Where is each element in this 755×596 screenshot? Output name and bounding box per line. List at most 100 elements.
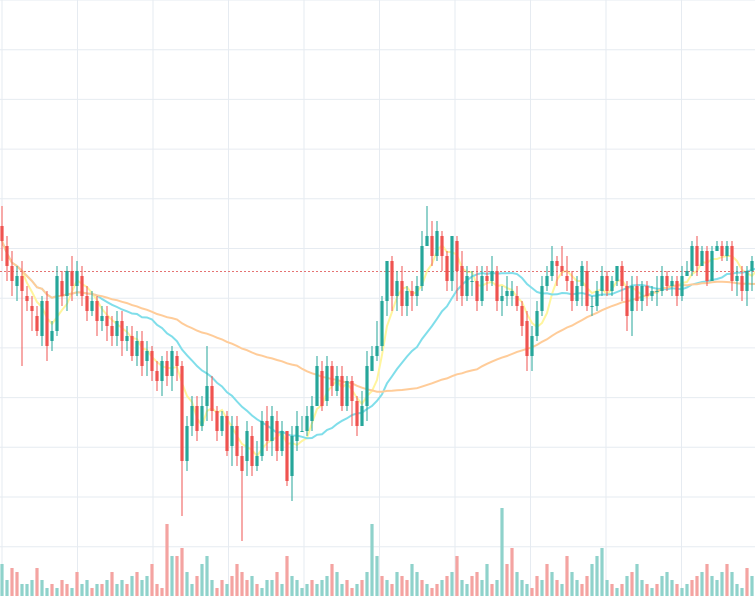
volume-bar: [110, 572, 114, 596]
volume-bar: [225, 584, 229, 596]
candle-body: [545, 276, 549, 286]
candle: [330, 361, 334, 396]
candle-body: [305, 416, 309, 431]
candle: [115, 311, 119, 346]
candle: [300, 416, 304, 432]
volume-bar: [140, 580, 144, 596]
volume-bar: [460, 580, 464, 596]
candle-body: [125, 336, 129, 341]
candle-body: [130, 336, 134, 356]
volume-bar: [195, 576, 199, 596]
candle: [220, 411, 224, 436]
candle-body: [670, 281, 674, 286]
candle-body: [390, 261, 394, 296]
candle: [345, 376, 349, 411]
candle: [45, 291, 49, 361]
volume-bar: [700, 572, 704, 596]
volume-bar: [695, 576, 699, 596]
candle-body: [345, 381, 349, 406]
candle-body: [55, 276, 59, 331]
candle-body: [595, 291, 599, 306]
volume-bar: [680, 588, 684, 596]
volume-bar: [470, 576, 474, 596]
volume-bar: [65, 584, 69, 596]
volume-bar: [220, 580, 224, 596]
candle: [95, 296, 99, 336]
candle-body: [330, 366, 334, 386]
candle: [615, 266, 619, 286]
candle: [635, 276, 639, 311]
candle-body: [705, 251, 709, 281]
volume-bar: [725, 564, 729, 596]
candle: [425, 206, 429, 246]
candle-body: [70, 271, 74, 286]
candle: [5, 236, 9, 281]
volume-bar: [340, 584, 344, 596]
candle-body: [440, 236, 444, 256]
candle: [355, 396, 359, 436]
candle-body: [660, 276, 664, 291]
candle-body: [35, 316, 39, 331]
candle: [185, 416, 189, 471]
volume-bar: [40, 580, 44, 596]
candle: [730, 241, 734, 291]
volume-bar: [665, 572, 669, 596]
candle: [460, 251, 464, 306]
volume-bar: [645, 584, 649, 596]
candle-body: [570, 281, 574, 301]
candle: [535, 301, 539, 341]
candle-body: [340, 376, 344, 406]
volume-bar: [480, 580, 484, 596]
volume-bar: [595, 556, 599, 596]
candle-body: [565, 276, 569, 281]
volume-bar: [310, 580, 314, 596]
candle-body: [425, 236, 429, 246]
candle-body: [640, 286, 644, 301]
candle-body: [515, 296, 519, 306]
candle: [125, 326, 129, 351]
candle: [235, 416, 239, 466]
candle: [600, 266, 604, 296]
candle: [50, 321, 54, 351]
volume-bar: [15, 572, 19, 596]
candle-body: [260, 421, 264, 456]
volume-bar: [30, 580, 34, 596]
candle: [685, 261, 689, 276]
candle: [660, 266, 664, 296]
volume-bar: [620, 584, 624, 596]
volume-bar: [70, 588, 74, 596]
volume-bar: [535, 576, 539, 596]
candle-body: [210, 386, 214, 411]
candle-body: [410, 291, 414, 296]
candle-body: [185, 426, 189, 461]
volume-bar: [720, 572, 724, 596]
volume-bar: [495, 580, 499, 596]
candle: [165, 351, 169, 386]
candle-body: [385, 261, 389, 301]
candle-body: [575, 286, 579, 301]
candle: [480, 266, 484, 306]
candle-body: [295, 426, 299, 441]
candle-body: [175, 356, 179, 366]
candle: [375, 321, 379, 361]
candle: [385, 261, 389, 316]
candle-body: [285, 431, 289, 481]
volume-bar: [10, 568, 14, 596]
candle: [560, 246, 564, 276]
candle: [30, 296, 34, 331]
candle-body: [690, 246, 694, 271]
candle-body: [745, 271, 749, 291]
volume-bar: [245, 580, 249, 596]
candle-body: [740, 276, 744, 291]
candle-body: [665, 276, 669, 286]
volume-bar: [155, 584, 159, 596]
candle: [505, 276, 509, 306]
candle: [225, 411, 229, 456]
candle-body: [350, 381, 354, 401]
candle: [210, 376, 214, 421]
candle: [720, 241, 724, 261]
candle: [715, 241, 719, 251]
volume-bar: [490, 584, 494, 596]
candle-body: [465, 276, 469, 296]
volume-bar: [150, 564, 154, 596]
